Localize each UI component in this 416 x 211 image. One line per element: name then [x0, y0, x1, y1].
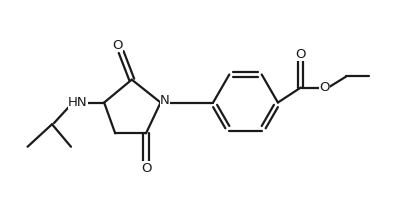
Text: O: O [295, 48, 306, 61]
Text: O: O [113, 39, 123, 52]
Text: O: O [141, 162, 151, 174]
Text: O: O [319, 81, 330, 94]
Text: HN: HN [68, 96, 87, 109]
Text: N: N [160, 94, 169, 107]
